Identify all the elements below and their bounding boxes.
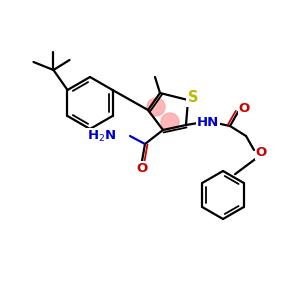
Circle shape [147, 98, 165, 116]
Circle shape [161, 113, 179, 131]
Text: S: S [188, 91, 198, 106]
Text: O: O [238, 101, 250, 115]
Text: O: O [136, 161, 148, 175]
Text: H$_2$N: H$_2$N [87, 128, 116, 144]
Text: HN: HN [197, 116, 219, 130]
Text: O: O [255, 146, 267, 160]
